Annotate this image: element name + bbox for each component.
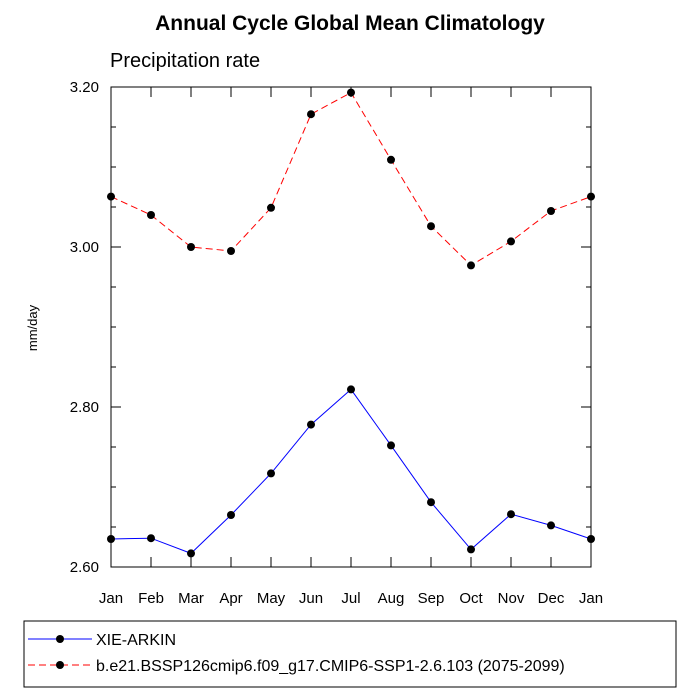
data-point [267,469,275,478]
x-tick-label: Apr [219,590,242,607]
tick-labels: Jan Feb Mar Apr May Jun Jul Aug Sep Oct Nov Dec Jan2… [70,79,603,607]
data-point [507,237,515,246]
series-line [110,388,592,554]
series-markers [107,88,595,558]
data-point [347,88,355,97]
x-tick-label: Jul [341,590,360,607]
data-point [307,420,315,429]
y-tick-label: 3.00 [70,239,99,256]
y-tick-label: 2.60 [70,559,99,576]
data-point [547,521,555,530]
legend-label: b.e21.BSSP126cmip6.f09_g17.CMIP6-SSP1-2.… [96,658,565,675]
x-tick-label: Feb [138,590,164,607]
data-point [427,222,435,231]
data-point [147,211,155,219]
data-point [387,441,395,450]
plot-frame [110,86,592,568]
data-point [547,207,555,215]
data-point [307,110,315,119]
y-tick-label: 3.20 [70,79,99,96]
x-tick-label: Aug [378,590,405,607]
y-tick-label: 2.80 [70,399,99,416]
x-tick-label: Nov [498,590,525,607]
x-tick-label: Jan [99,590,123,607]
x-tick-label: Oct [459,590,483,607]
data-point [227,511,235,519]
legend-marker [56,635,64,643]
data-point [387,155,395,164]
x-tick-label: Jun [299,590,323,607]
axis-ticks [110,86,592,568]
data-point [347,385,355,394]
data-point [227,247,235,255]
chart-title: Annual Cycle Global Mean Climatology [155,12,545,35]
data-point [267,203,275,212]
legend: XIE-ARKIN b.e21.BSSP126cmip6.f09_g17.CMIP… [28,632,565,675]
y-axis-label: mm/day [25,304,40,351]
data-point [507,510,515,519]
x-tick-label: Sep [418,590,445,607]
data-point [187,243,195,251]
x-tick-label: Dec [538,590,565,607]
chart-subtitle: Precipitation rate [110,50,260,72]
data-point [467,261,475,270]
x-tick-label: Mar [178,590,204,607]
data-point [427,498,435,507]
data-point [467,545,475,554]
data-point [147,534,155,543]
x-tick-label: Jan [579,590,603,607]
data-point [187,549,195,558]
series-line [110,91,592,267]
legend-label: XIE-ARKIN [96,632,176,649]
legend-box [23,620,677,688]
series-lines [110,91,592,554]
legend-marker [56,661,64,669]
x-tick-label: May [257,590,286,607]
